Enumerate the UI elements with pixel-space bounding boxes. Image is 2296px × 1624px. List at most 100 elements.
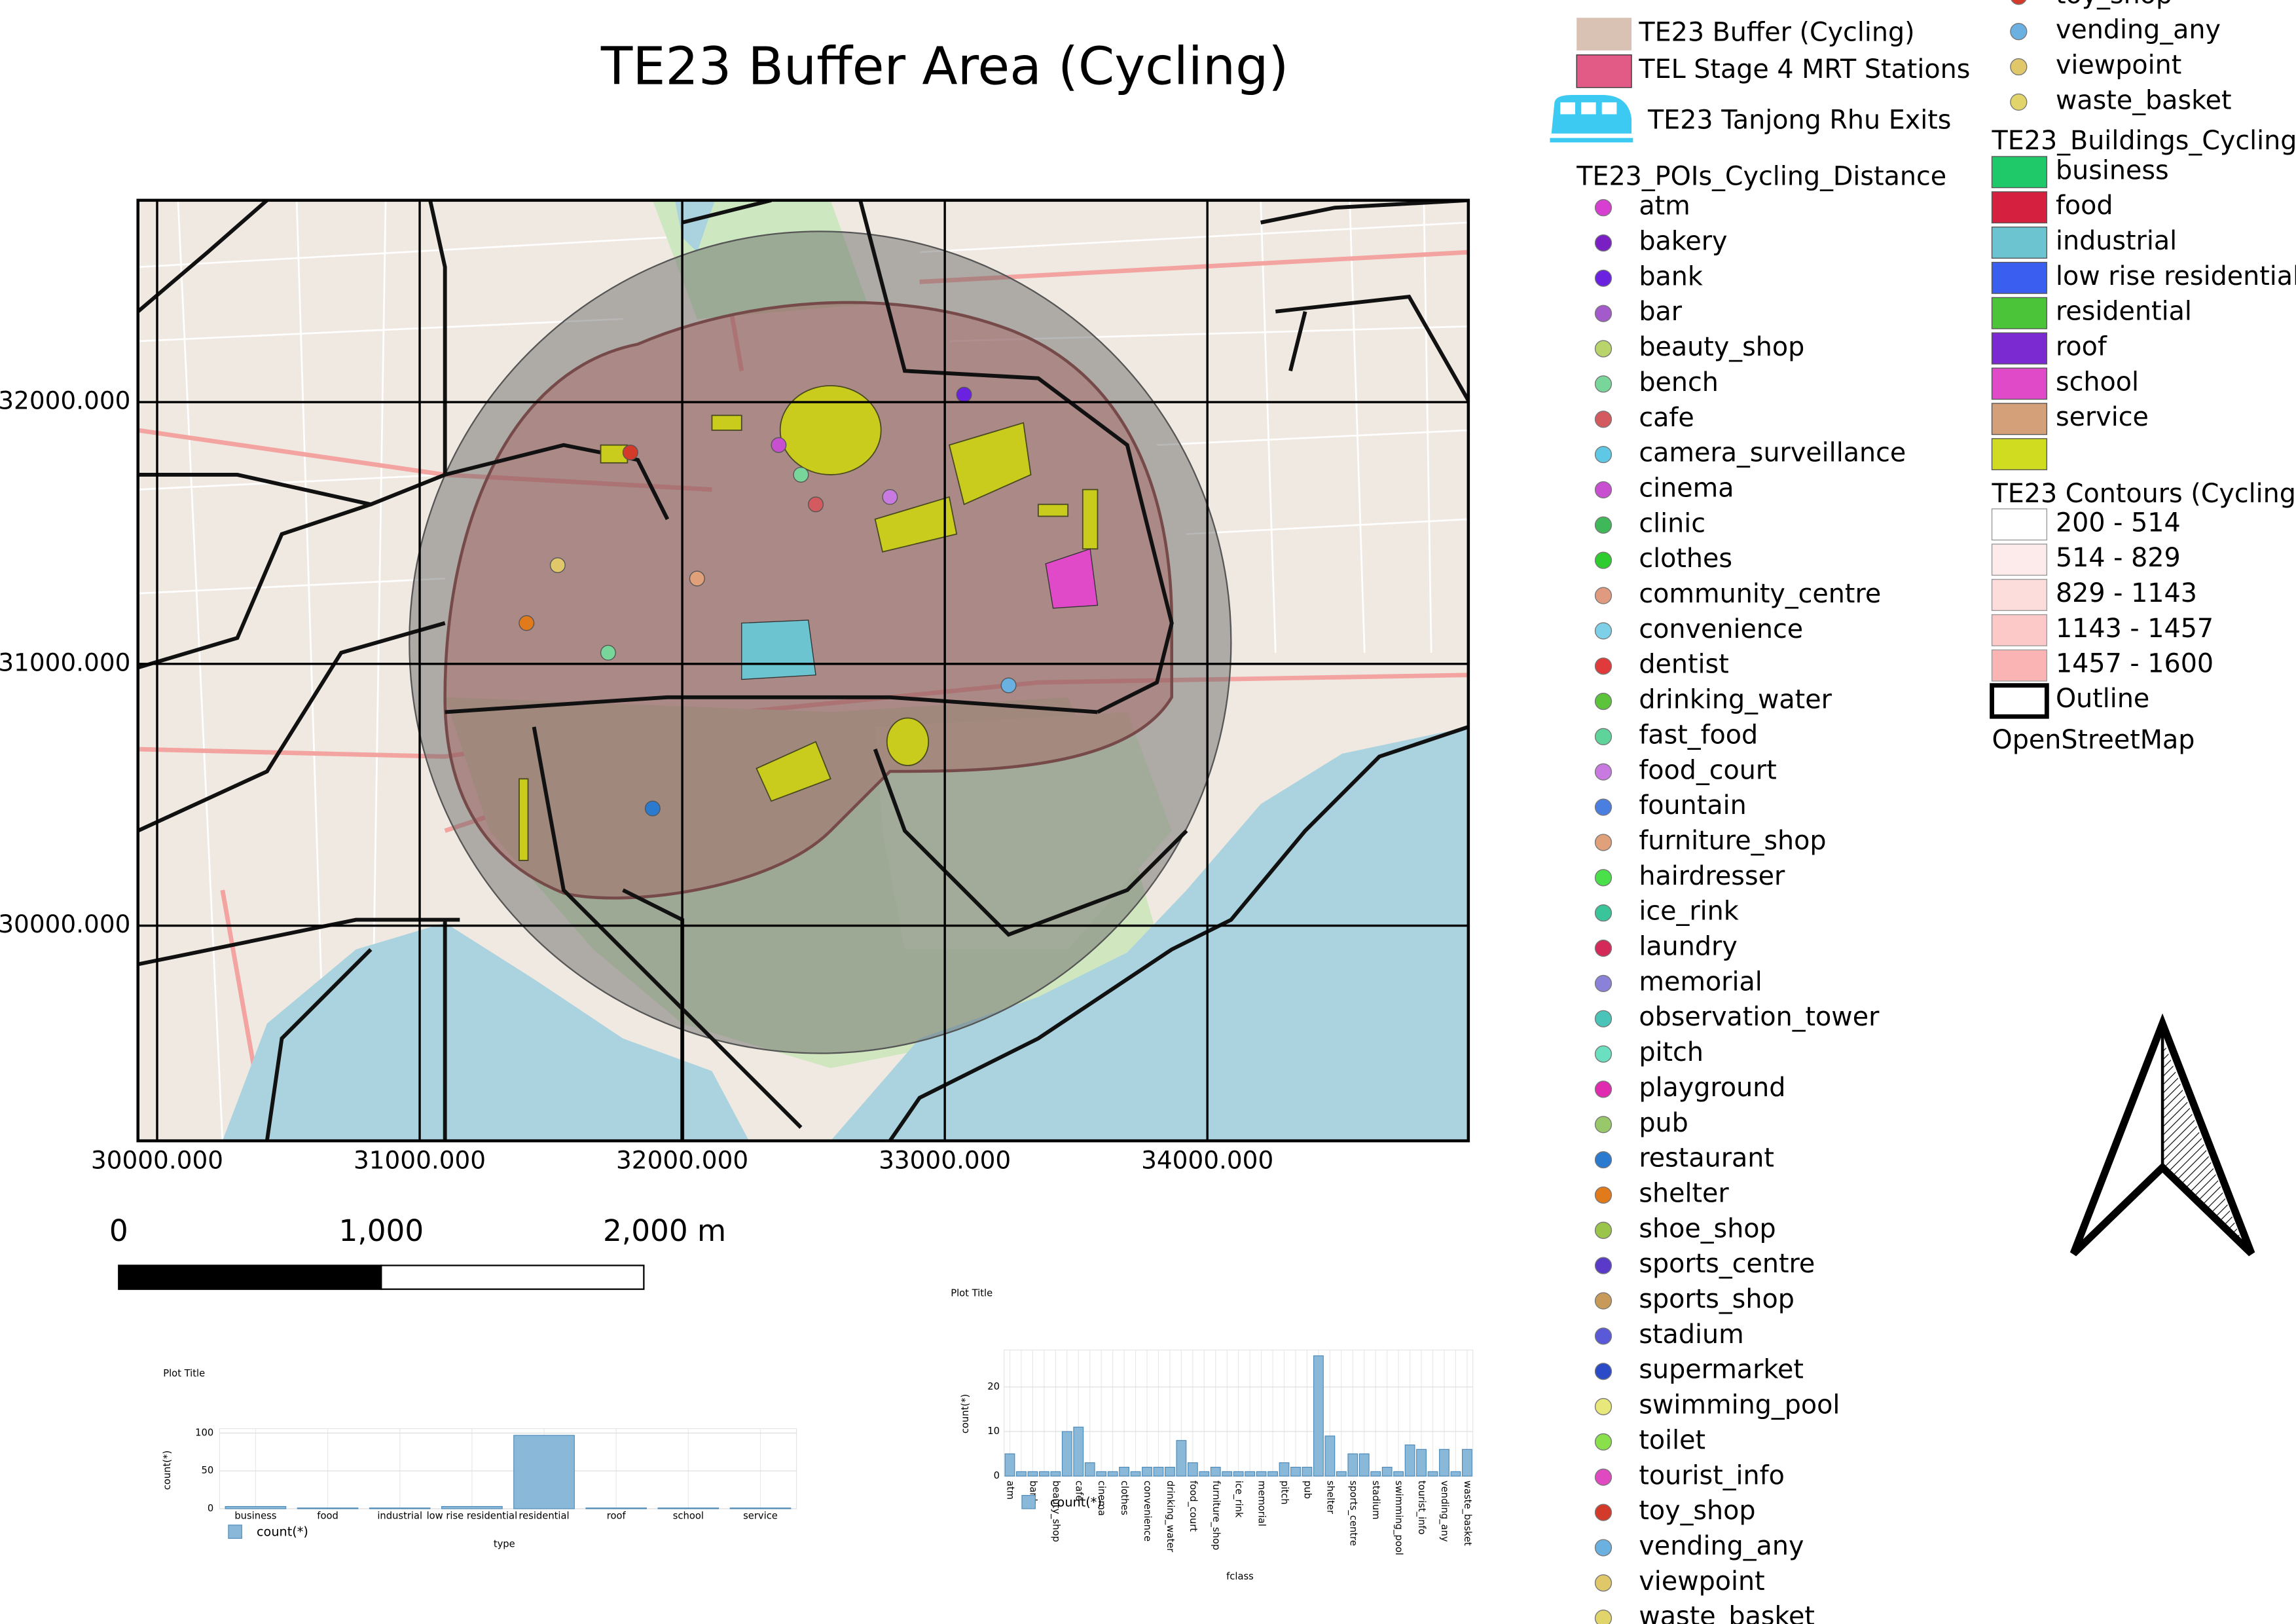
scale-segment (118, 1264, 382, 1290)
bar (1142, 1466, 1152, 1477)
legend-marker (1594, 1292, 1613, 1310)
legend-label: vending_any (1639, 1531, 1804, 1561)
legend-marker (1594, 551, 1613, 569)
plot-x-tick-label: food_court (1188, 1481, 1199, 1532)
legend-label: TE23 Buffer (Cycling) (1638, 18, 1914, 48)
legend-marker (1594, 1327, 1613, 1345)
legend-group-title: TE23_POIs_Cycling_Distance (1576, 161, 1946, 191)
plot-x-tick-label: waste_basket (1462, 1481, 1473, 1546)
plot-x-tick-label: drinking_water (1165, 1481, 1176, 1553)
legend-swatch (1991, 649, 2048, 682)
plot-title: Plot Title (163, 1368, 205, 1379)
bar (1165, 1466, 1175, 1477)
legend-marker (1594, 798, 1613, 816)
legend-label: toy_shop (2056, 0, 2172, 10)
legend-label: school (2056, 367, 2139, 397)
legend-swatch (1991, 438, 2048, 471)
legend-label: roof (2056, 332, 2107, 362)
plot-x-tick-label: pitch (1279, 1481, 1290, 1505)
bar (657, 1507, 720, 1509)
legend-label: ice_rink (1639, 896, 1738, 927)
bar (1324, 1435, 1336, 1477)
plot-x-label: type (494, 1538, 515, 1549)
legend-marker (1594, 1574, 1613, 1592)
bar (1073, 1426, 1084, 1477)
legend-label: bar (1639, 297, 1682, 327)
bar (1016, 1471, 1027, 1477)
legend-marker (1594, 692, 1613, 710)
legend-swatch (1576, 54, 1632, 88)
legend-label: convenience (1639, 614, 1803, 644)
legend-marker (1594, 445, 1613, 464)
legend-label: food (2056, 191, 2113, 221)
plot-x-tick-label: stadium (1370, 1481, 1381, 1520)
bar (1358, 1453, 1370, 1477)
legend-label: swimming_pool (1639, 1390, 1840, 1420)
plot-x-tick-label: pub (1302, 1481, 1313, 1499)
legend-label: furniture_shop (1639, 826, 1826, 856)
plot-x-tick-label: memorial (1256, 1481, 1267, 1526)
legend-swatch (1991, 156, 2048, 189)
scale-segment (380, 1264, 645, 1290)
legend-swatch (1991, 297, 2048, 329)
legend-marker (1594, 974, 1613, 993)
plot-x-tick-label: cinema (1096, 1481, 1107, 1516)
plot-legend-label: count(*) (257, 1524, 308, 1540)
legend-marker (1594, 1397, 1613, 1416)
legend-group-title: TE23 Contours (Cycling) (1992, 479, 2296, 509)
legend-label: 1457 - 1600 (2056, 649, 2214, 679)
bar (1107, 1471, 1118, 1477)
bar-plot: Plot Title 0 50 100 business food industrial lo… (162, 1368, 797, 1549)
plot-x-label: fclass (1226, 1571, 1254, 1582)
legend-marker (1594, 1186, 1613, 1204)
buildings (519, 385, 1099, 861)
legend-label: restaurant (1639, 1143, 1774, 1173)
bar (1245, 1471, 1256, 1477)
bar (1290, 1466, 1301, 1477)
legend-label: bakery (1639, 227, 1727, 257)
bar (1061, 1431, 1072, 1477)
legend-swatch (1990, 683, 2049, 719)
legend-label: dentist (1639, 650, 1728, 680)
plot-x-tick-label: vending_any (1439, 1481, 1450, 1542)
building-industrial (741, 619, 816, 680)
plot-area (219, 1428, 797, 1509)
legend-marker (1594, 269, 1613, 287)
legend-label: tourist_info (1639, 1460, 1785, 1490)
legend-marker (1594, 622, 1613, 640)
legend-marker (1594, 657, 1613, 675)
plot-x-tick-label: clothes (1119, 1481, 1130, 1515)
bar (1084, 1462, 1095, 1477)
legend-marker (1594, 1539, 1613, 1557)
legend-marker (1594, 1257, 1613, 1274)
map-grid (137, 200, 1468, 1141)
plot-title: Plot Title (951, 1287, 993, 1299)
bar (441, 1505, 503, 1509)
bar (1050, 1471, 1061, 1477)
legend-marker (1594, 411, 1613, 428)
legend-marker (1594, 1433, 1613, 1451)
map-frame (136, 198, 1470, 1143)
plot-y-tick-label: 10 (987, 1426, 1000, 1437)
legend-label: toy_shop (1639, 1496, 1755, 1526)
bar (1427, 1471, 1438, 1477)
legend-label: laundry (1639, 932, 1737, 962)
legend-swatch (1991, 403, 2048, 435)
legend-group-title: TE23_Buildings_Cycling (1992, 126, 2296, 156)
legend-marker (1594, 728, 1613, 746)
legend-label: fast_food (1639, 720, 1758, 750)
bar (297, 1507, 359, 1509)
plot-x-tick-label: beauty_shop (1050, 1481, 1061, 1542)
plot-x-tick-label: sports_centre (1347, 1481, 1358, 1546)
legend-marker (1594, 1116, 1613, 1134)
plot-y-tick-label: 0 (994, 1470, 1000, 1481)
bar (1153, 1466, 1164, 1477)
plot-legend-swatch (1021, 1495, 1036, 1509)
legend-label: waste_basket (1639, 1602, 1815, 1624)
legend-marker (1594, 834, 1613, 851)
legend-marker (1594, 763, 1613, 781)
bar (1199, 1471, 1210, 1477)
legend-label: TEL Stage 4 MRT Stations (1638, 54, 1970, 84)
